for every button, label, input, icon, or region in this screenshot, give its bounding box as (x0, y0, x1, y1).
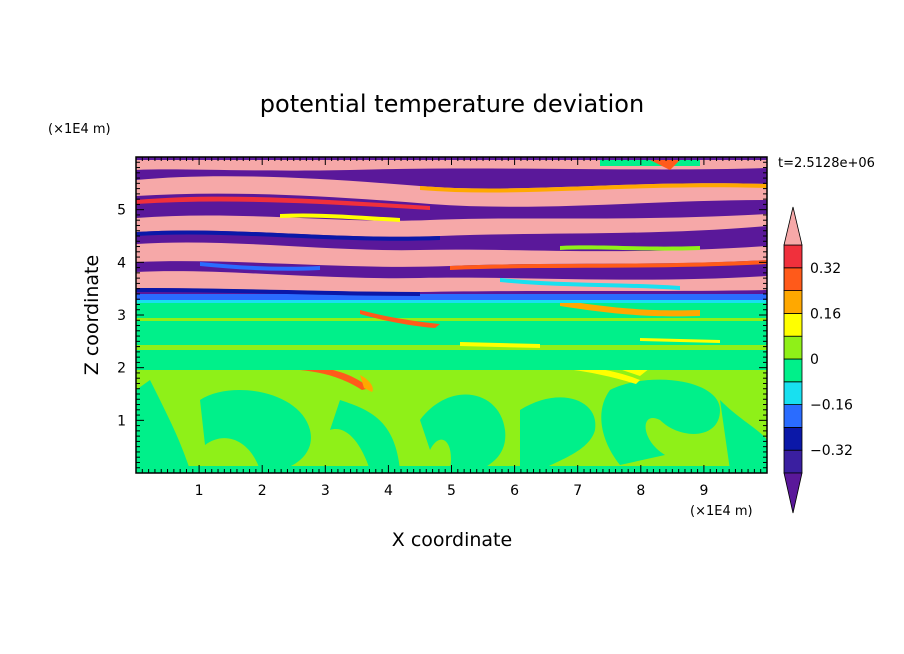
x-tick-label: 5 (447, 483, 456, 499)
colorbar-label: −0.32 (810, 443, 853, 459)
colorbar-label: 0.32 (810, 261, 841, 277)
colorbar-label: −0.16 (810, 398, 853, 414)
time-label: t=2.5128e+06 (778, 156, 875, 171)
y-axis-label: Z coordinate (81, 255, 103, 375)
x-tick-label: 3 (321, 483, 330, 499)
x-axis-label: X coordinate (392, 529, 512, 551)
x-tick-label: 1 (195, 483, 204, 499)
y-tick-label: 3 (117, 308, 126, 324)
x-tick-label: 8 (636, 483, 645, 499)
colorbar-label: 0.16 (810, 306, 841, 322)
x-unit-label: (×1E4 m) (690, 504, 753, 519)
colorbar-segment (783, 312, 803, 337)
x-tick-label: 4 (384, 483, 393, 499)
colorbar: 0.32 0.16 0 −0.16 −0.32 (783, 206, 853, 514)
x-tick-label: 7 (573, 483, 582, 499)
colorbar-segment (783, 426, 803, 451)
colorbar-segment (783, 244, 803, 269)
y-axis-ticks: 1 2 3 4 5 (117, 156, 767, 474)
contour-field (136, 157, 767, 473)
colorbar-segment (783, 335, 803, 360)
x-tick-label: 2 (258, 483, 267, 499)
colorbar-segment (783, 290, 803, 314)
y-tick-label: 4 (117, 255, 126, 271)
y-tick-label: 1 (117, 413, 126, 429)
x-axis-ticks: 1 2 3 4 5 6 7 8 9 (135, 157, 768, 499)
y-unit-label: (×1E4 m) (48, 122, 111, 137)
colorbar-label: 0 (810, 352, 819, 368)
y-tick-label: 5 (117, 203, 126, 219)
colorbar-segment (783, 449, 803, 474)
colorbar-segment (783, 358, 803, 383)
colorbar-extend-high (783, 206, 803, 246)
colorbar-segment (783, 404, 803, 428)
chart-title: potential temperature deviation (260, 90, 644, 118)
colorbar-segment (783, 267, 803, 291)
x-tick-label: 6 (510, 483, 519, 499)
colorbar-segment (783, 381, 803, 405)
colorbar-extend-low (783, 472, 803, 514)
x-tick-label: 9 (699, 483, 708, 499)
y-tick-label: 2 (117, 361, 126, 377)
